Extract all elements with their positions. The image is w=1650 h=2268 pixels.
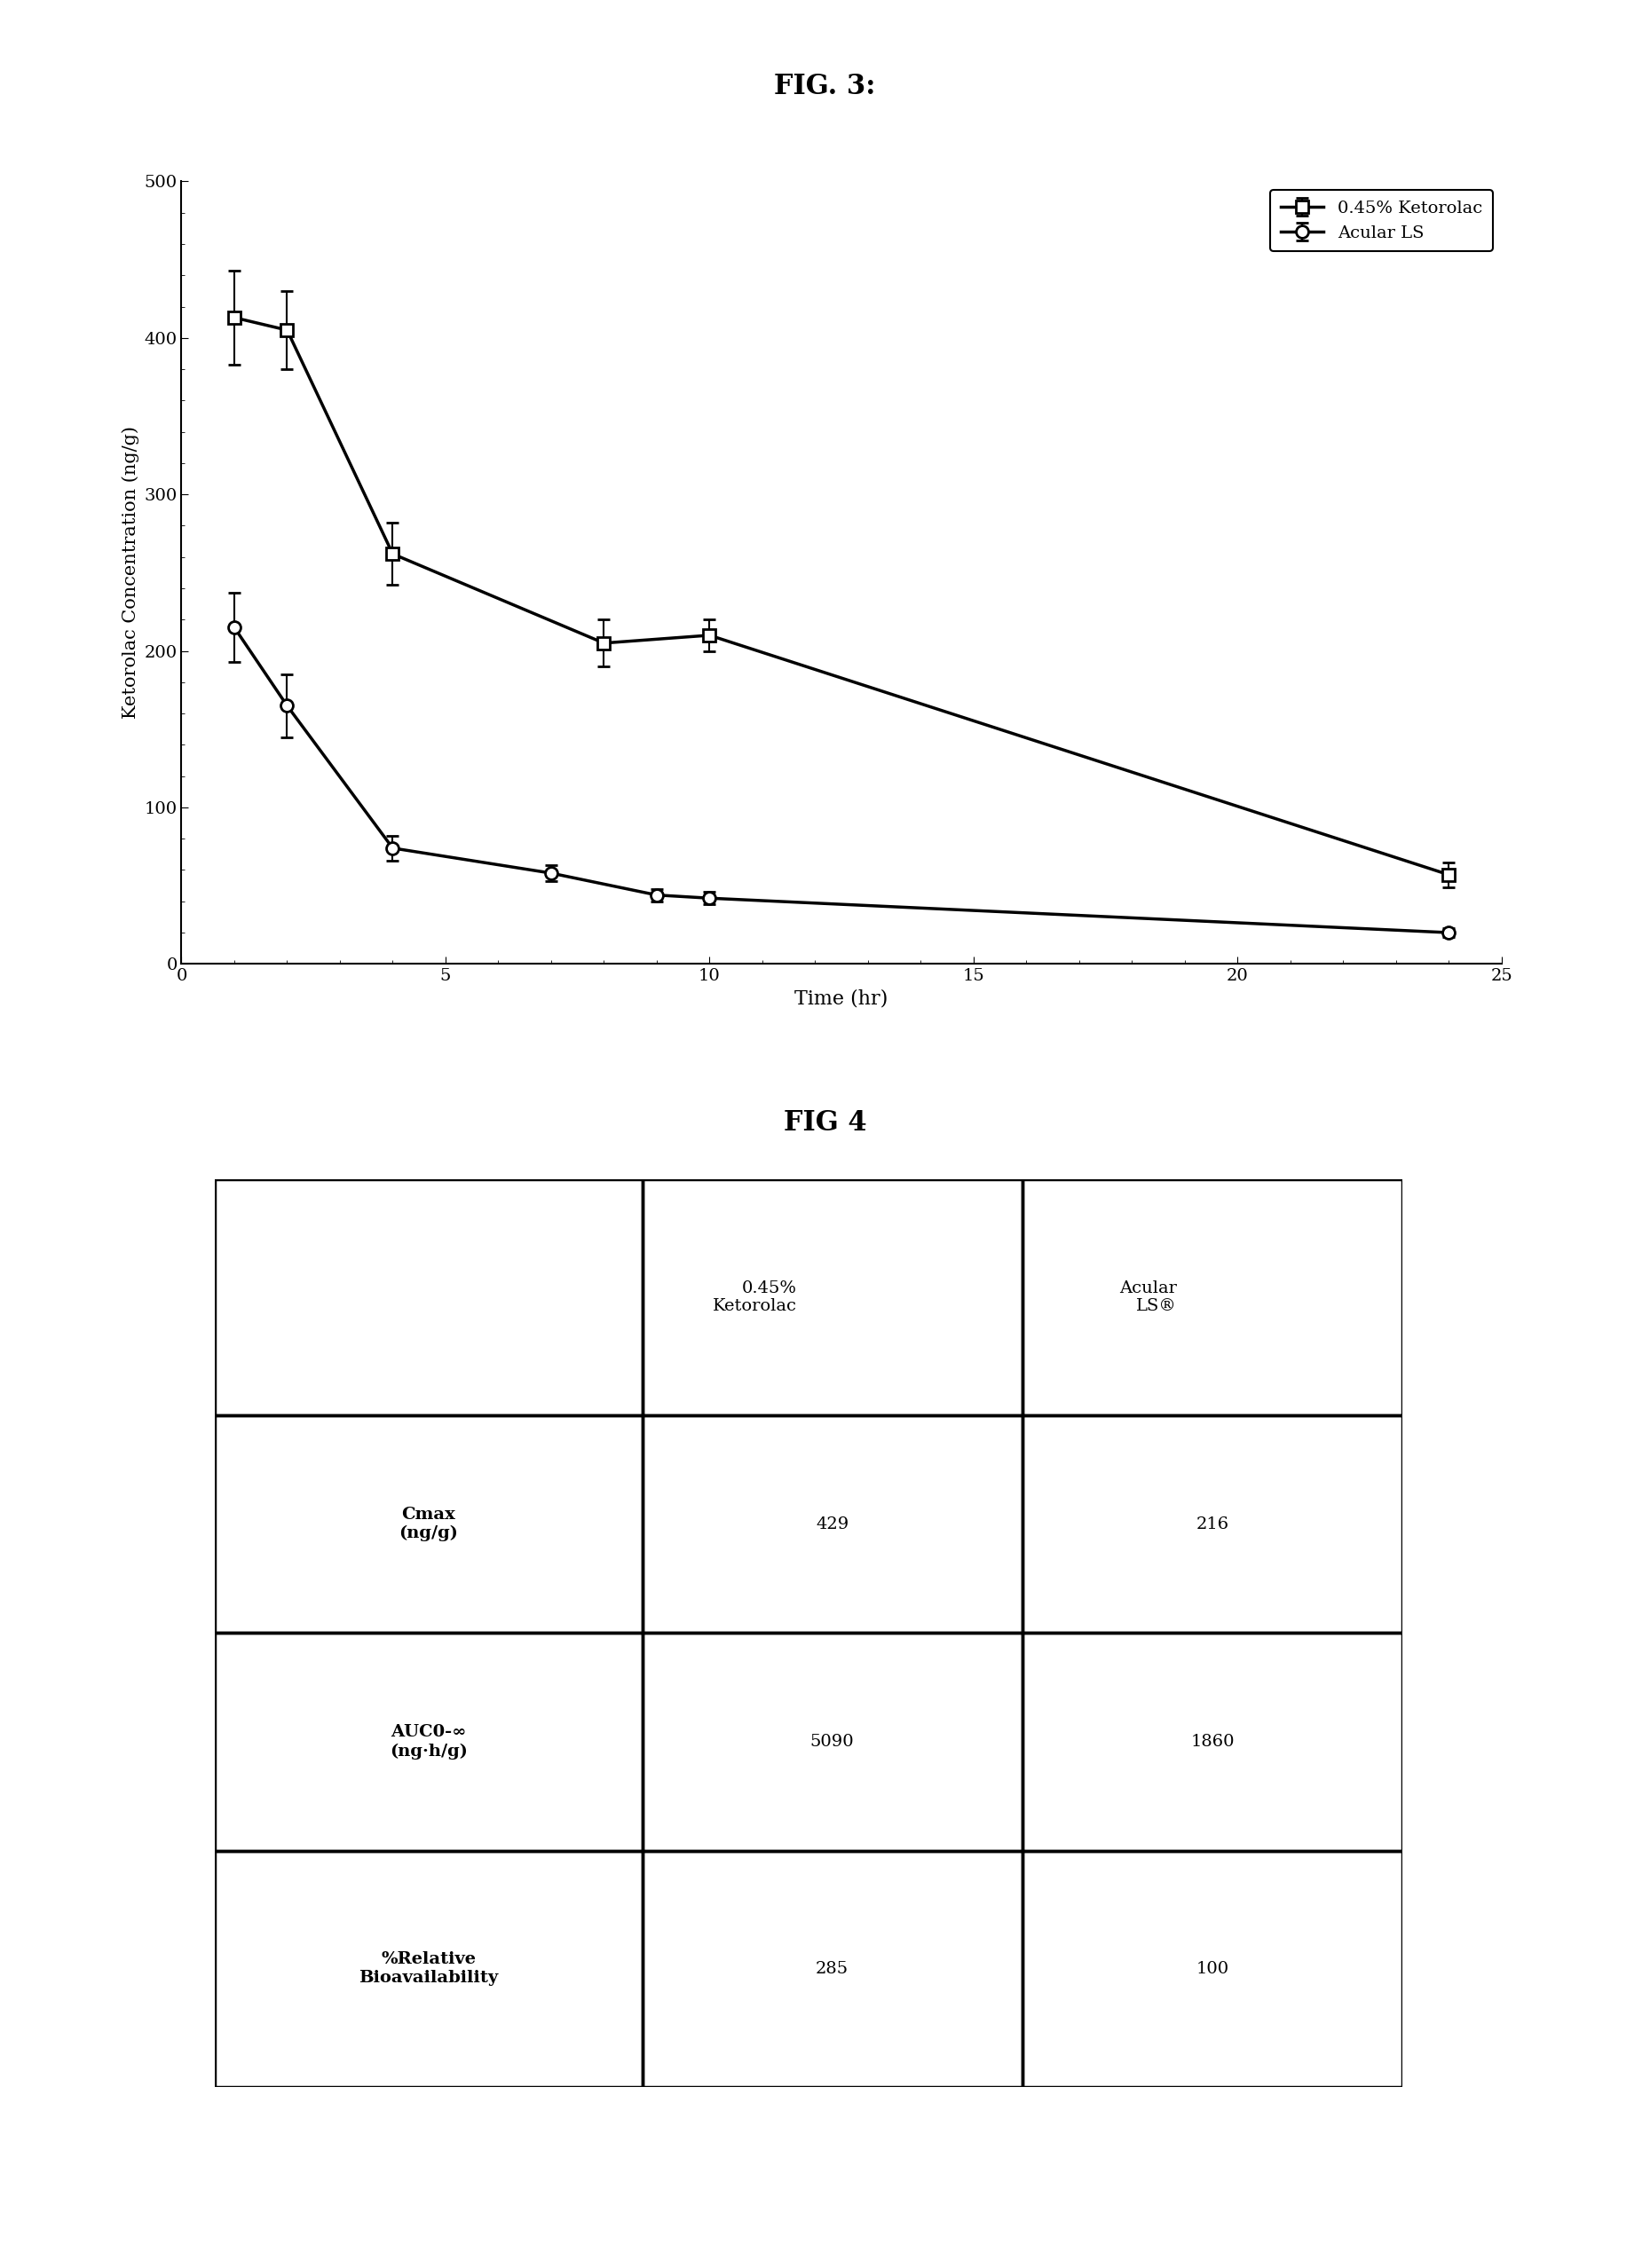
Bar — [1023, 1415, 1402, 1633]
Bar — [214, 1633, 642, 1851]
Text: FIG. 3:: FIG. 3: — [774, 73, 876, 100]
Bar — [1023, 1633, 1402, 1851]
Bar — [1023, 1851, 1402, 2087]
Bar — [642, 1179, 1023, 1415]
Text: Cmax
(ng/g): Cmax (ng/g) — [399, 1506, 459, 1542]
Text: %Relative
Bioavailability: %Relative Bioavailability — [358, 1950, 498, 1987]
Text: 285: 285 — [815, 1960, 848, 1978]
Text: 100: 100 — [1196, 1960, 1229, 1978]
Bar — [214, 1415, 642, 1633]
Bar — [214, 1179, 642, 1415]
Bar — [1023, 1179, 1402, 1415]
Text: 5090: 5090 — [810, 1733, 855, 1751]
X-axis label: Time (hr): Time (hr) — [795, 989, 888, 1009]
Text: AUC0-∞
(ng·h/g): AUC0-∞ (ng·h/g) — [389, 1724, 467, 1760]
Bar — [642, 1415, 1023, 1633]
Y-axis label: Ketorolac Concentration (ng/g): Ketorolac Concentration (ng/g) — [122, 426, 139, 719]
Text: 216: 216 — [1196, 1515, 1229, 1533]
Bar — [642, 1633, 1023, 1851]
Bar — [642, 1851, 1023, 2087]
Text: 1860: 1860 — [1190, 1733, 1234, 1751]
Text: 429: 429 — [815, 1515, 848, 1533]
Text: Acular
LS®: Acular LS® — [1119, 1279, 1176, 1315]
Legend: 0.45% Ketorolac, Acular LS: 0.45% Ketorolac, Acular LS — [1270, 191, 1493, 252]
Text: FIG 4: FIG 4 — [784, 1109, 866, 1136]
Bar — [214, 1851, 642, 2087]
Text: 0.45%
Ketorolac: 0.45% Ketorolac — [713, 1279, 797, 1315]
